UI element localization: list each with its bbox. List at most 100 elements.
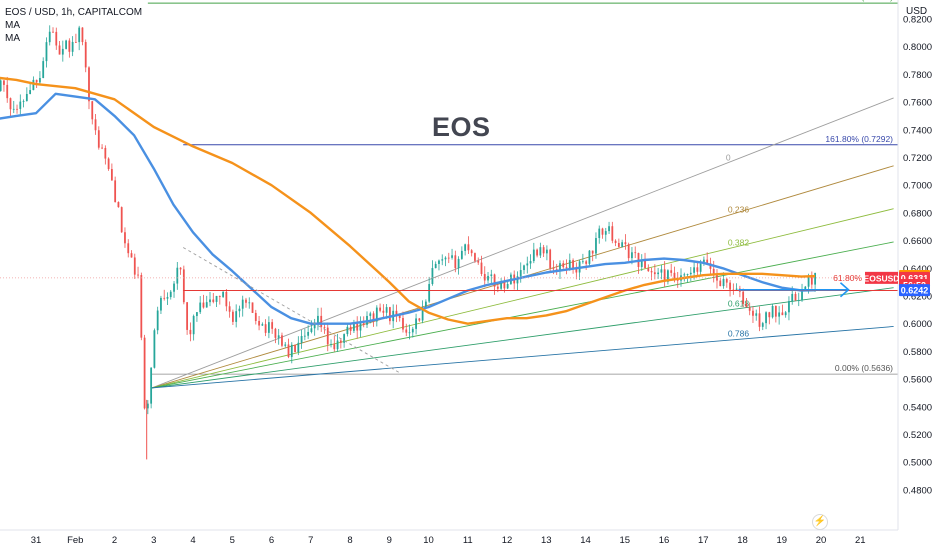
- candle-body[interactable]: [238, 308, 241, 312]
- candle-body[interactable]: [523, 265, 525, 271]
- candle-body[interactable]: [94, 119, 97, 131]
- candle-body[interactable]: [490, 274, 493, 276]
- candle-body[interactable]: [25, 93, 28, 102]
- candle-body[interactable]: [631, 252, 633, 259]
- candle-body[interactable]: [725, 278, 728, 283]
- candle-body[interactable]: [644, 260, 646, 269]
- candle-body[interactable]: [336, 340, 339, 350]
- candle-body[interactable]: [503, 281, 506, 289]
- candle-body[interactable]: [303, 335, 306, 337]
- candle-body[interactable]: [703, 259, 705, 264]
- candle-body[interactable]: [359, 323, 362, 331]
- candle-body[interactable]: [683, 274, 686, 276]
- candle-body[interactable]: [349, 326, 352, 331]
- candle-body[interactable]: [19, 101, 22, 109]
- candle-body[interactable]: [271, 322, 274, 329]
- candle-body[interactable]: [81, 27, 84, 43]
- candle-body[interactable]: [228, 306, 231, 312]
- candle-body[interactable]: [689, 272, 692, 275]
- candle-body[interactable]: [84, 42, 87, 68]
- candle-body[interactable]: [395, 310, 398, 316]
- candle-body[interactable]: [693, 267, 695, 273]
- candle-body[interactable]: [196, 312, 198, 316]
- candle-body[interactable]: [163, 297, 166, 299]
- fib-fan-ray[interactable]: [151, 287, 894, 389]
- candle-body[interactable]: [405, 329, 408, 333]
- candle-body[interactable]: [353, 323, 355, 331]
- candle-body[interactable]: [284, 344, 287, 346]
- candle-body[interactable]: [68, 40, 71, 52]
- candle-body[interactable]: [418, 318, 421, 321]
- candle-body[interactable]: [617, 242, 620, 247]
- candle-body[interactable]: [729, 282, 731, 290]
- candle-body[interactable]: [153, 330, 156, 368]
- candle-body[interactable]: [788, 301, 790, 313]
- candle-body[interactable]: [572, 260, 574, 270]
- candle-body[interactable]: [532, 249, 535, 262]
- candle-body[interactable]: [267, 322, 270, 333]
- candle-body[interactable]: [385, 307, 388, 313]
- candle-body[interactable]: [562, 263, 565, 268]
- candle-body[interactable]: [35, 79, 38, 83]
- candle-body[interactable]: [42, 61, 45, 78]
- candle-body[interactable]: [748, 307, 751, 311]
- candle-body[interactable]: [647, 268, 650, 272]
- fib-fan-ray[interactable]: [151, 241, 894, 389]
- candle-body[interactable]: [810, 277, 813, 285]
- candle-body[interactable]: [146, 403, 149, 409]
- candle-body[interactable]: [176, 267, 179, 284]
- candle-body[interactable]: [519, 270, 522, 277]
- legend-ma-1[interactable]: MA: [5, 20, 20, 31]
- candle-body[interactable]: [290, 344, 293, 357]
- candle-body[interactable]: [415, 318, 417, 329]
- ma-slow-line[interactable]: [0, 76, 816, 325]
- candle-body[interactable]: [768, 312, 771, 318]
- ma-fast-line[interactable]: [0, 92, 816, 325]
- candle-body[interactable]: [182, 269, 185, 303]
- candle-body[interactable]: [451, 255, 453, 258]
- candle-body[interactable]: [758, 313, 761, 327]
- candle-body[interactable]: [88, 67, 90, 102]
- candle-body[interactable]: [372, 313, 375, 322]
- candle-body[interactable]: [140, 275, 143, 338]
- candle-body[interactable]: [627, 244, 630, 259]
- candle-body[interactable]: [752, 310, 754, 316]
- candle-body[interactable]: [75, 41, 77, 43]
- candle-body[interactable]: [389, 307, 391, 322]
- lightning-icon[interactable]: ⚡: [812, 514, 828, 530]
- candle-body[interactable]: [428, 284, 431, 302]
- candle-body[interactable]: [536, 249, 538, 256]
- candle-body[interactable]: [192, 315, 195, 335]
- candle-body[interactable]: [487, 275, 489, 281]
- candle-body[interactable]: [791, 293, 794, 302]
- candle-body[interactable]: [356, 323, 359, 331]
- candle-body[interactable]: [496, 286, 499, 289]
- candle-body[interactable]: [621, 242, 624, 247]
- candle-body[interactable]: [218, 295, 221, 297]
- candle-body[interactable]: [781, 312, 784, 316]
- candle-body[interactable]: [663, 269, 666, 282]
- candle-body[interactable]: [52, 31, 54, 33]
- candle-body[interactable]: [300, 336, 303, 343]
- candle-body[interactable]: [529, 261, 532, 264]
- candle-body[interactable]: [156, 310, 159, 331]
- candle-body[interactable]: [212, 299, 215, 302]
- candle-body[interactable]: [12, 108, 15, 110]
- candle-body[interactable]: [431, 268, 434, 285]
- candle-body[interactable]: [127, 243, 130, 254]
- candle-body[interactable]: [166, 297, 169, 299]
- candle-body[interactable]: [310, 328, 313, 332]
- candle-body[interactable]: [438, 260, 440, 264]
- candle-body[interactable]: [114, 180, 117, 203]
- fib-fan-ray[interactable]: [151, 326, 894, 389]
- candle-body[interactable]: [261, 324, 264, 326]
- candle-body[interactable]: [709, 263, 712, 269]
- candle-body[interactable]: [585, 261, 588, 264]
- candle-body[interactable]: [294, 344, 296, 352]
- candle-body[interactable]: [225, 291, 228, 307]
- candle-body[interactable]: [339, 340, 342, 343]
- candle-body[interactable]: [160, 297, 162, 311]
- candle-body[interactable]: [186, 302, 189, 330]
- candle-body[interactable]: [706, 259, 709, 264]
